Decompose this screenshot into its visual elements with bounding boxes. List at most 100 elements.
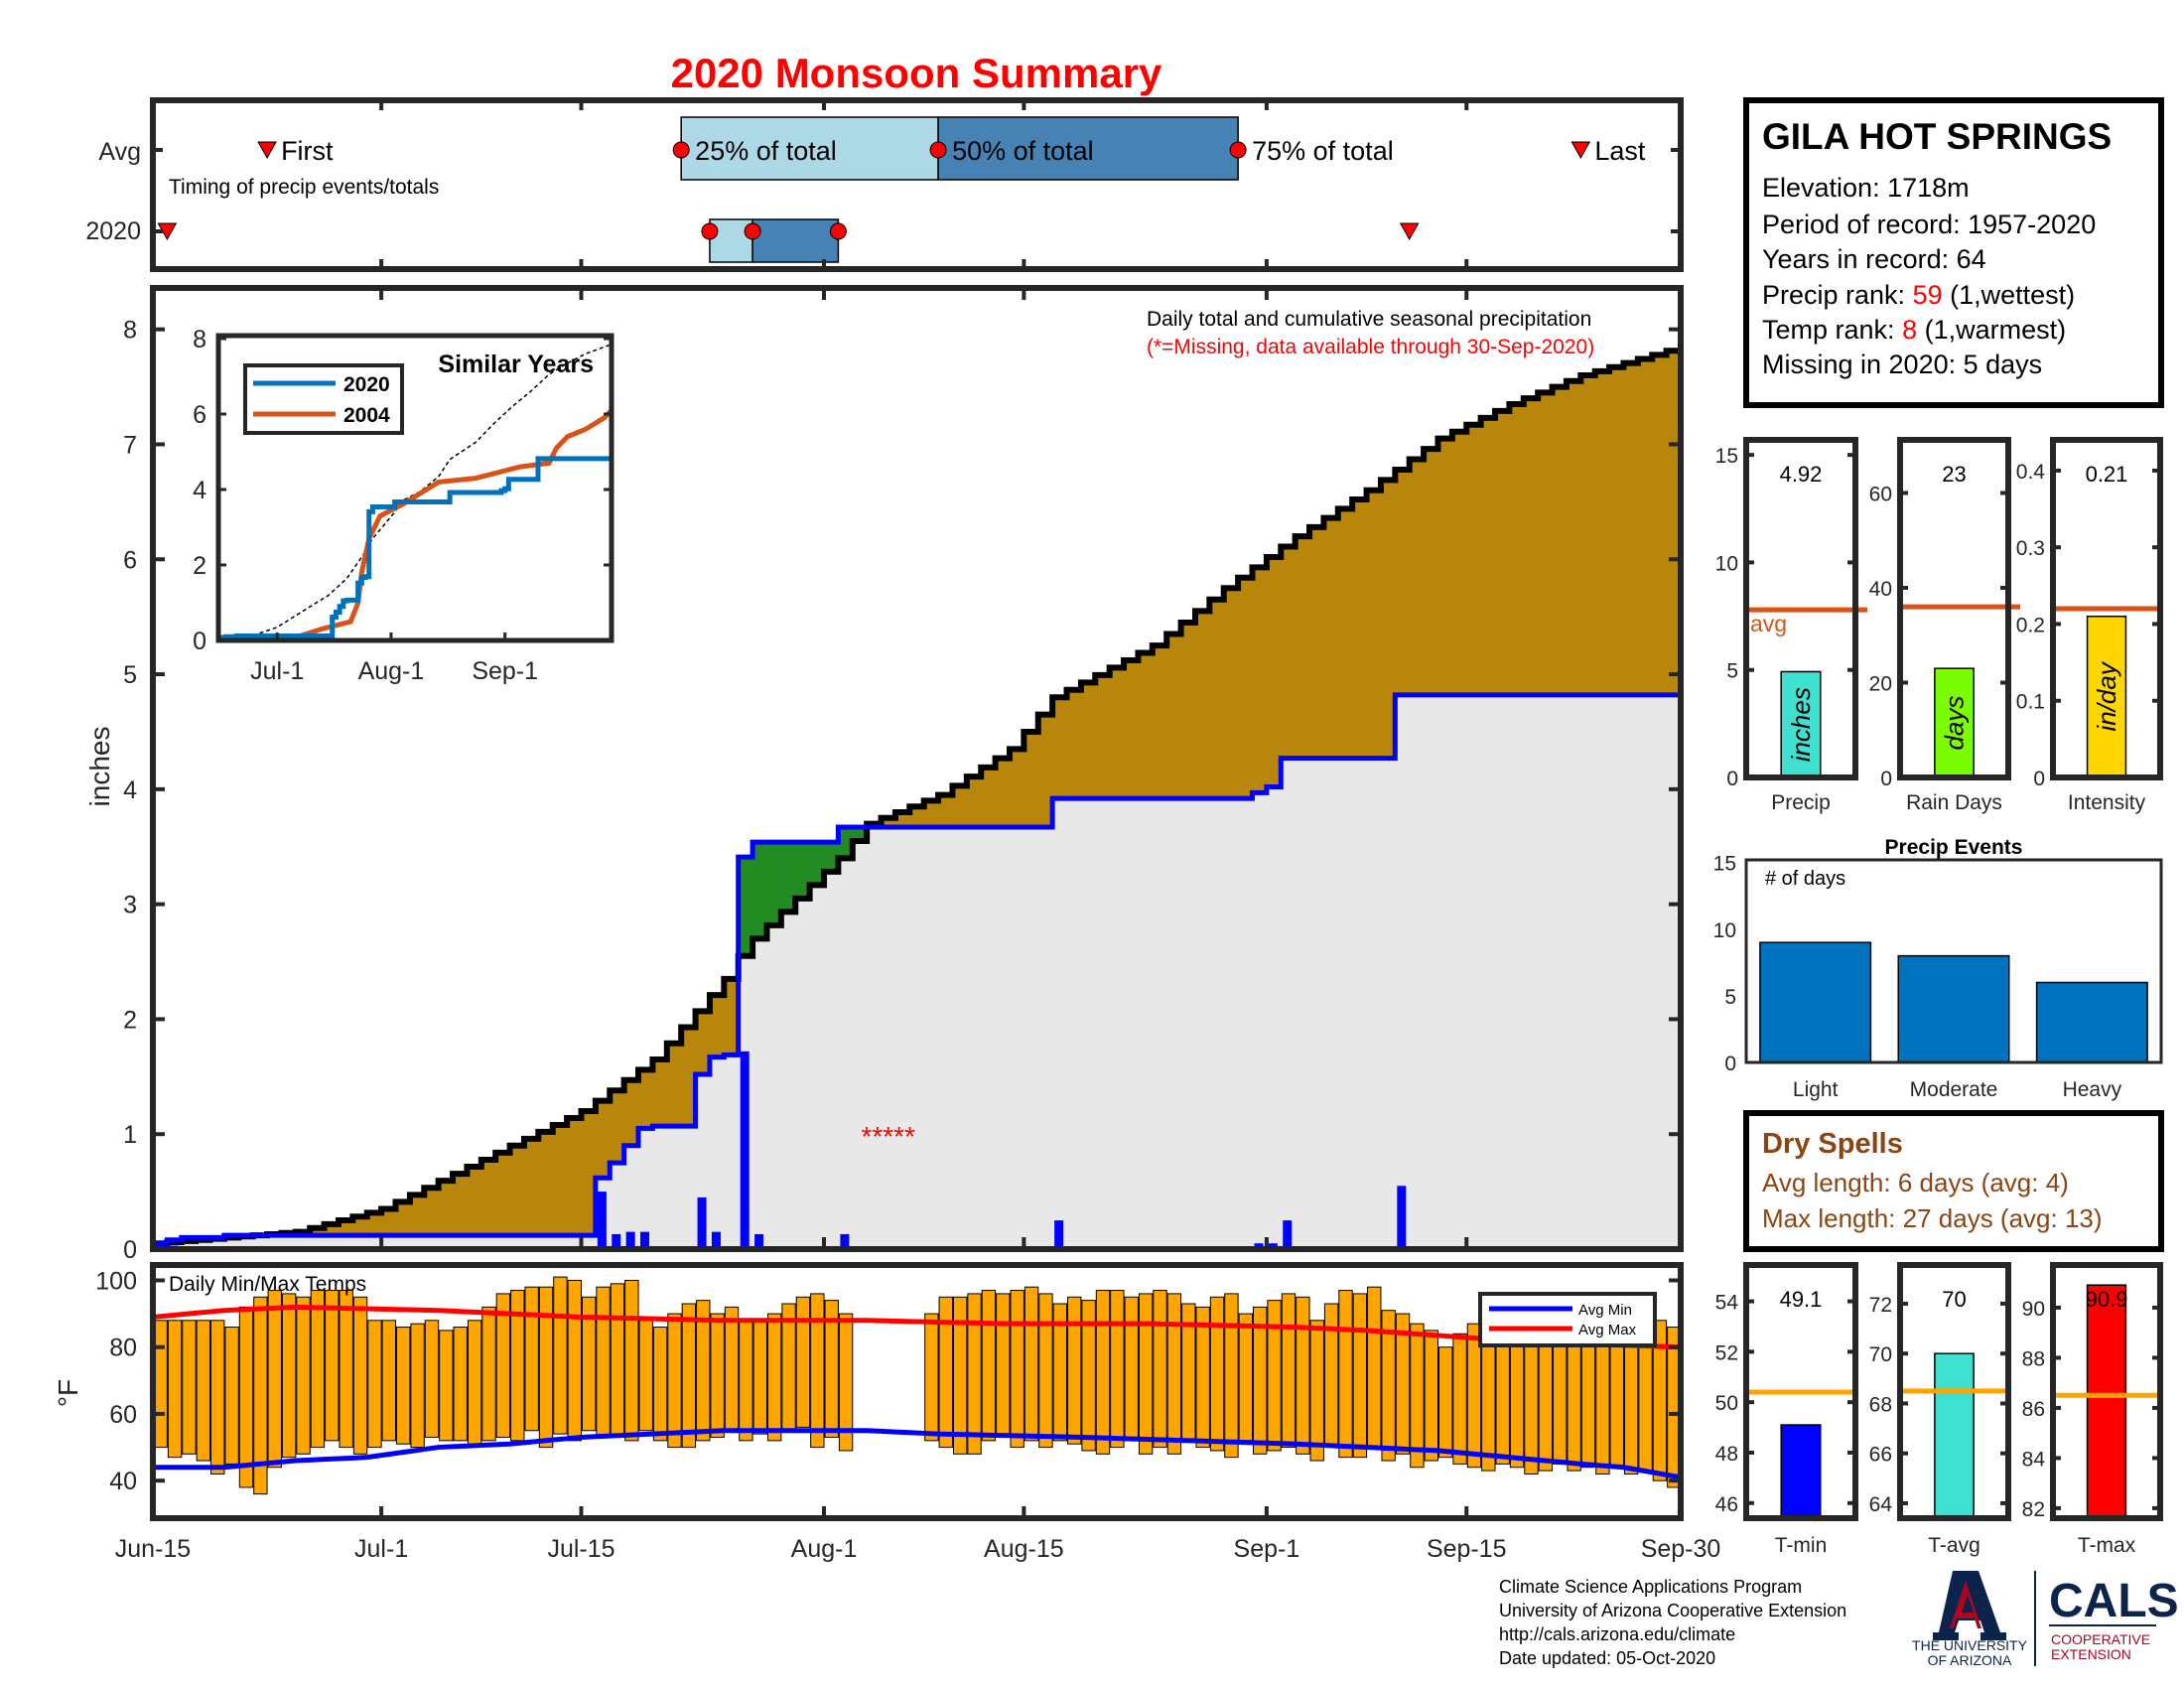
below-cumulative-fill [1309,758,1324,1249]
legend-2020-label: 2020 [343,373,390,396]
below-cumulative-fill [281,1235,297,1249]
station-info-box: GILA HOT SPRINGS Elevation: 1718m Period… [1743,97,2164,408]
t-max-axes [2050,1262,2163,1521]
below-cumulative-fill [966,827,982,1249]
below-cumulative-fill [1323,758,1339,1249]
avg-q25-marker [672,141,690,159]
footer-link[interactable]: http://cals.arizona.edu/climate [1499,1624,1735,1644]
intensity-bar [2086,615,2127,778]
surplus-fill [780,842,796,913]
year-q25-marker [701,222,719,240]
figure-title: 2020 Monsoon Summary [671,50,1162,96]
deficit-fill [1437,438,1453,695]
below-cumulative-fill [1424,694,1438,1249]
deficit-fill [1194,611,1210,799]
below-cumulative-fill [824,871,839,1249]
daily-temp-bar [696,1300,711,1442]
ua-logo: THE UNIVERSITY OF ARIZONA CALS COOPERATI… [1912,1571,2179,1668]
deficit-fill [1395,469,1411,695]
below-cumulative-fill [1138,798,1154,1249]
deficit-fill [666,1043,682,1127]
t-avg-value: 70 [1942,1287,1966,1312]
daily-temp-bar [710,1313,725,1438]
deficit-fill [409,1195,425,1236]
below-cumulative-fill [752,938,767,1249]
deficit-fill [1523,398,1539,695]
daily-temp-bar [1395,1313,1411,1455]
daily-temp-bar [238,1306,254,1488]
avg-cumulative-line [153,347,1684,1247]
precip-total-tick-label: 5 [1726,660,1738,683]
deficit-fill [981,767,997,828]
below-cumulative-fill [1295,758,1310,1249]
t-max-panel: 90.9 82 84 86 88 90 T-max [2022,1262,2163,1557]
daily-temp-bar [996,1293,1011,1438]
below-cumulative-fill [1095,798,1111,1249]
deficit-fill [1138,652,1154,799]
daily-temp-bar [396,1327,411,1445]
deficit-fill [1509,403,1525,695]
deficit-fill [695,1011,711,1074]
below-cumulative-fill [652,1126,668,1249]
daily-temp-bar [1595,1333,1610,1475]
below-cumulative-fill [838,858,854,1249]
daily-temp-bar [610,1283,625,1435]
t-min-axes [1743,1262,1858,1521]
below-cumulative-fill [1109,798,1125,1249]
station-years: Years in record: 64 [1762,244,1986,274]
y-tick-label: 7 [123,431,137,459]
year-q50-q75-box [751,218,840,263]
daily-temp-bar [752,1320,767,1435]
daily-temp-bar [810,1293,825,1449]
deficit-fill [1223,588,1239,799]
daily-temp-bar [1253,1306,1268,1455]
daily-temp-bar [1296,1296,1310,1455]
dry-spells-box: Dry Spells Avg length: 6 days (avg: 4) M… [1743,1110,2164,1252]
daily-temp-bar [410,1323,425,1449]
row-label-2020: 2020 [85,217,141,245]
rain-days-tick-label: 60 [1869,483,1892,505]
t-min-value: 49.1 [1780,1287,1823,1312]
t-max-bar [2086,1284,2127,1519]
inset-title: Similar Years [438,351,594,378]
t-avg-tick-label: 64 [1869,1493,1893,1516]
daily-temp-bar [1437,1346,1453,1459]
year-q75-marker [829,222,847,240]
deficit-fill [552,1124,568,1236]
surplus-fill [852,827,868,841]
daily-temp-bar [967,1293,982,1455]
below-cumulative-fill [1594,694,1610,1249]
below-cumulative-fill [552,1235,568,1249]
intensity-tick-label: 0.3 [2016,537,2045,560]
below-cumulative-fill [209,1238,225,1249]
below-cumulative-fill [952,827,968,1249]
temps-y-tick-label: 100 [95,1267,137,1295]
deficit-fill [1124,659,1139,799]
deficit-fill [1209,599,1225,799]
x-tick-label: Aug-15 [984,1535,1064,1563]
daily-temp-bar [938,1296,953,1449]
deficit-fill [1252,567,1268,793]
daily-temp-bar [1538,1336,1554,1472]
daily-precip-bar [740,1051,750,1249]
precip-events-category: Light [1793,1078,1839,1101]
below-cumulative-fill [1080,798,1096,1249]
intensity-tick-label: 0 [2033,768,2045,790]
below-cumulative-fill [981,827,997,1249]
deficit-fill [1409,459,1425,695]
station-period: Period of record: 1957-2020 [1762,210,2096,239]
t-min-tick-label: 46 [1715,1493,1738,1516]
deficit-fill [1166,633,1182,799]
below-cumulative-fill [1366,758,1382,1249]
daily-precip-bar [625,1231,635,1249]
daily-temp-bar [1110,1290,1125,1449]
below-cumulative-fill [638,1128,653,1249]
below-cumulative-fill [1238,798,1254,1249]
daily-temp-bar [1309,1320,1324,1462]
deficit-fill [909,806,925,828]
below-cumulative-fill [623,1145,639,1249]
daily-temp-bar [352,1296,368,1455]
below-cumulative-fill [1024,827,1039,1249]
daily-temp-bar [1124,1296,1139,1442]
below-cumulative-fill [538,1235,554,1249]
